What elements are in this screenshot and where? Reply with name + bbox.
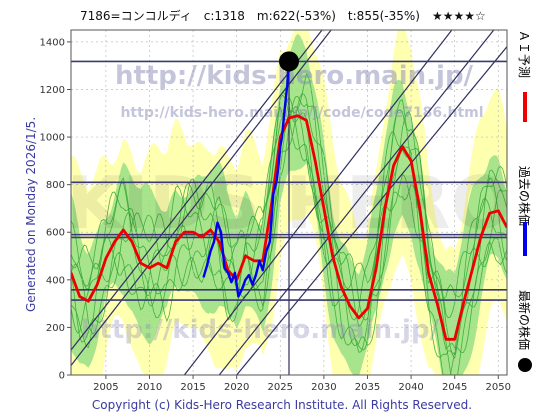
channel-line [71, 30, 323, 351]
channel-line [236, 46, 507, 375]
series-ai-prediction [71, 114, 507, 341]
copyright-footer: Copyright (c) Kids-Hero Research Institu… [92, 398, 472, 412]
y-tick-label: 1200 [40, 85, 65, 96]
y-tick-label: 200 [46, 323, 65, 334]
legend-label: ＡＩ予測 [517, 30, 531, 78]
x-tick-label: 2020 [224, 382, 249, 393]
x-tick-label: 2045 [442, 382, 467, 393]
y-tick-label: 400 [46, 275, 65, 286]
legend-marker-latest [518, 358, 532, 372]
x-tick-label: 2005 [93, 382, 118, 393]
generated-date-label: Generated on Monday 2026/1/5. [24, 117, 38, 312]
plot-area: KIDS HEROhttp://kids-hero.main.jp/http:/… [40, 29, 511, 393]
chart-title: 7186=コンコルディ c:1318 m:622(-53%) t:855(-35… [80, 8, 486, 23]
x-tick-label: 2030 [311, 382, 336, 393]
series-past-price [202, 61, 290, 298]
x-tick-label: 2050 [486, 382, 511, 393]
y-tick-label: 800 [46, 180, 65, 191]
channel-line [218, 30, 495, 375]
channel-line [71, 30, 332, 366]
x-tick-label: 2015 [180, 382, 205, 393]
latest-price-dot [279, 51, 299, 72]
plot-frame [70, 29, 508, 376]
plot-clip-group: KIDS HEROhttp://kids-hero.main.jp/http:/… [71, 30, 507, 375]
y-tick-label: 0 [59, 371, 65, 382]
watermark-url-small: http://kids-hero.main.jp/j/code/code7186… [120, 105, 483, 121]
x-tick-label: 2035 [355, 382, 380, 393]
channel-line [183, 30, 453, 375]
x-tick-label: 2040 [398, 382, 423, 393]
watermark-url-bottom: http://kids-hero.main.jp/ [81, 315, 440, 345]
y-tick-label: 600 [46, 228, 65, 239]
x-tick-label: 2010 [137, 382, 162, 393]
x-tick-label: 2025 [268, 382, 293, 393]
legend-label: 過去の株価 [517, 166, 532, 226]
y-tick-label: 1000 [40, 133, 65, 144]
legend-label: 最新の株価 [517, 290, 532, 350]
y-tick-label: 1400 [40, 37, 65, 48]
